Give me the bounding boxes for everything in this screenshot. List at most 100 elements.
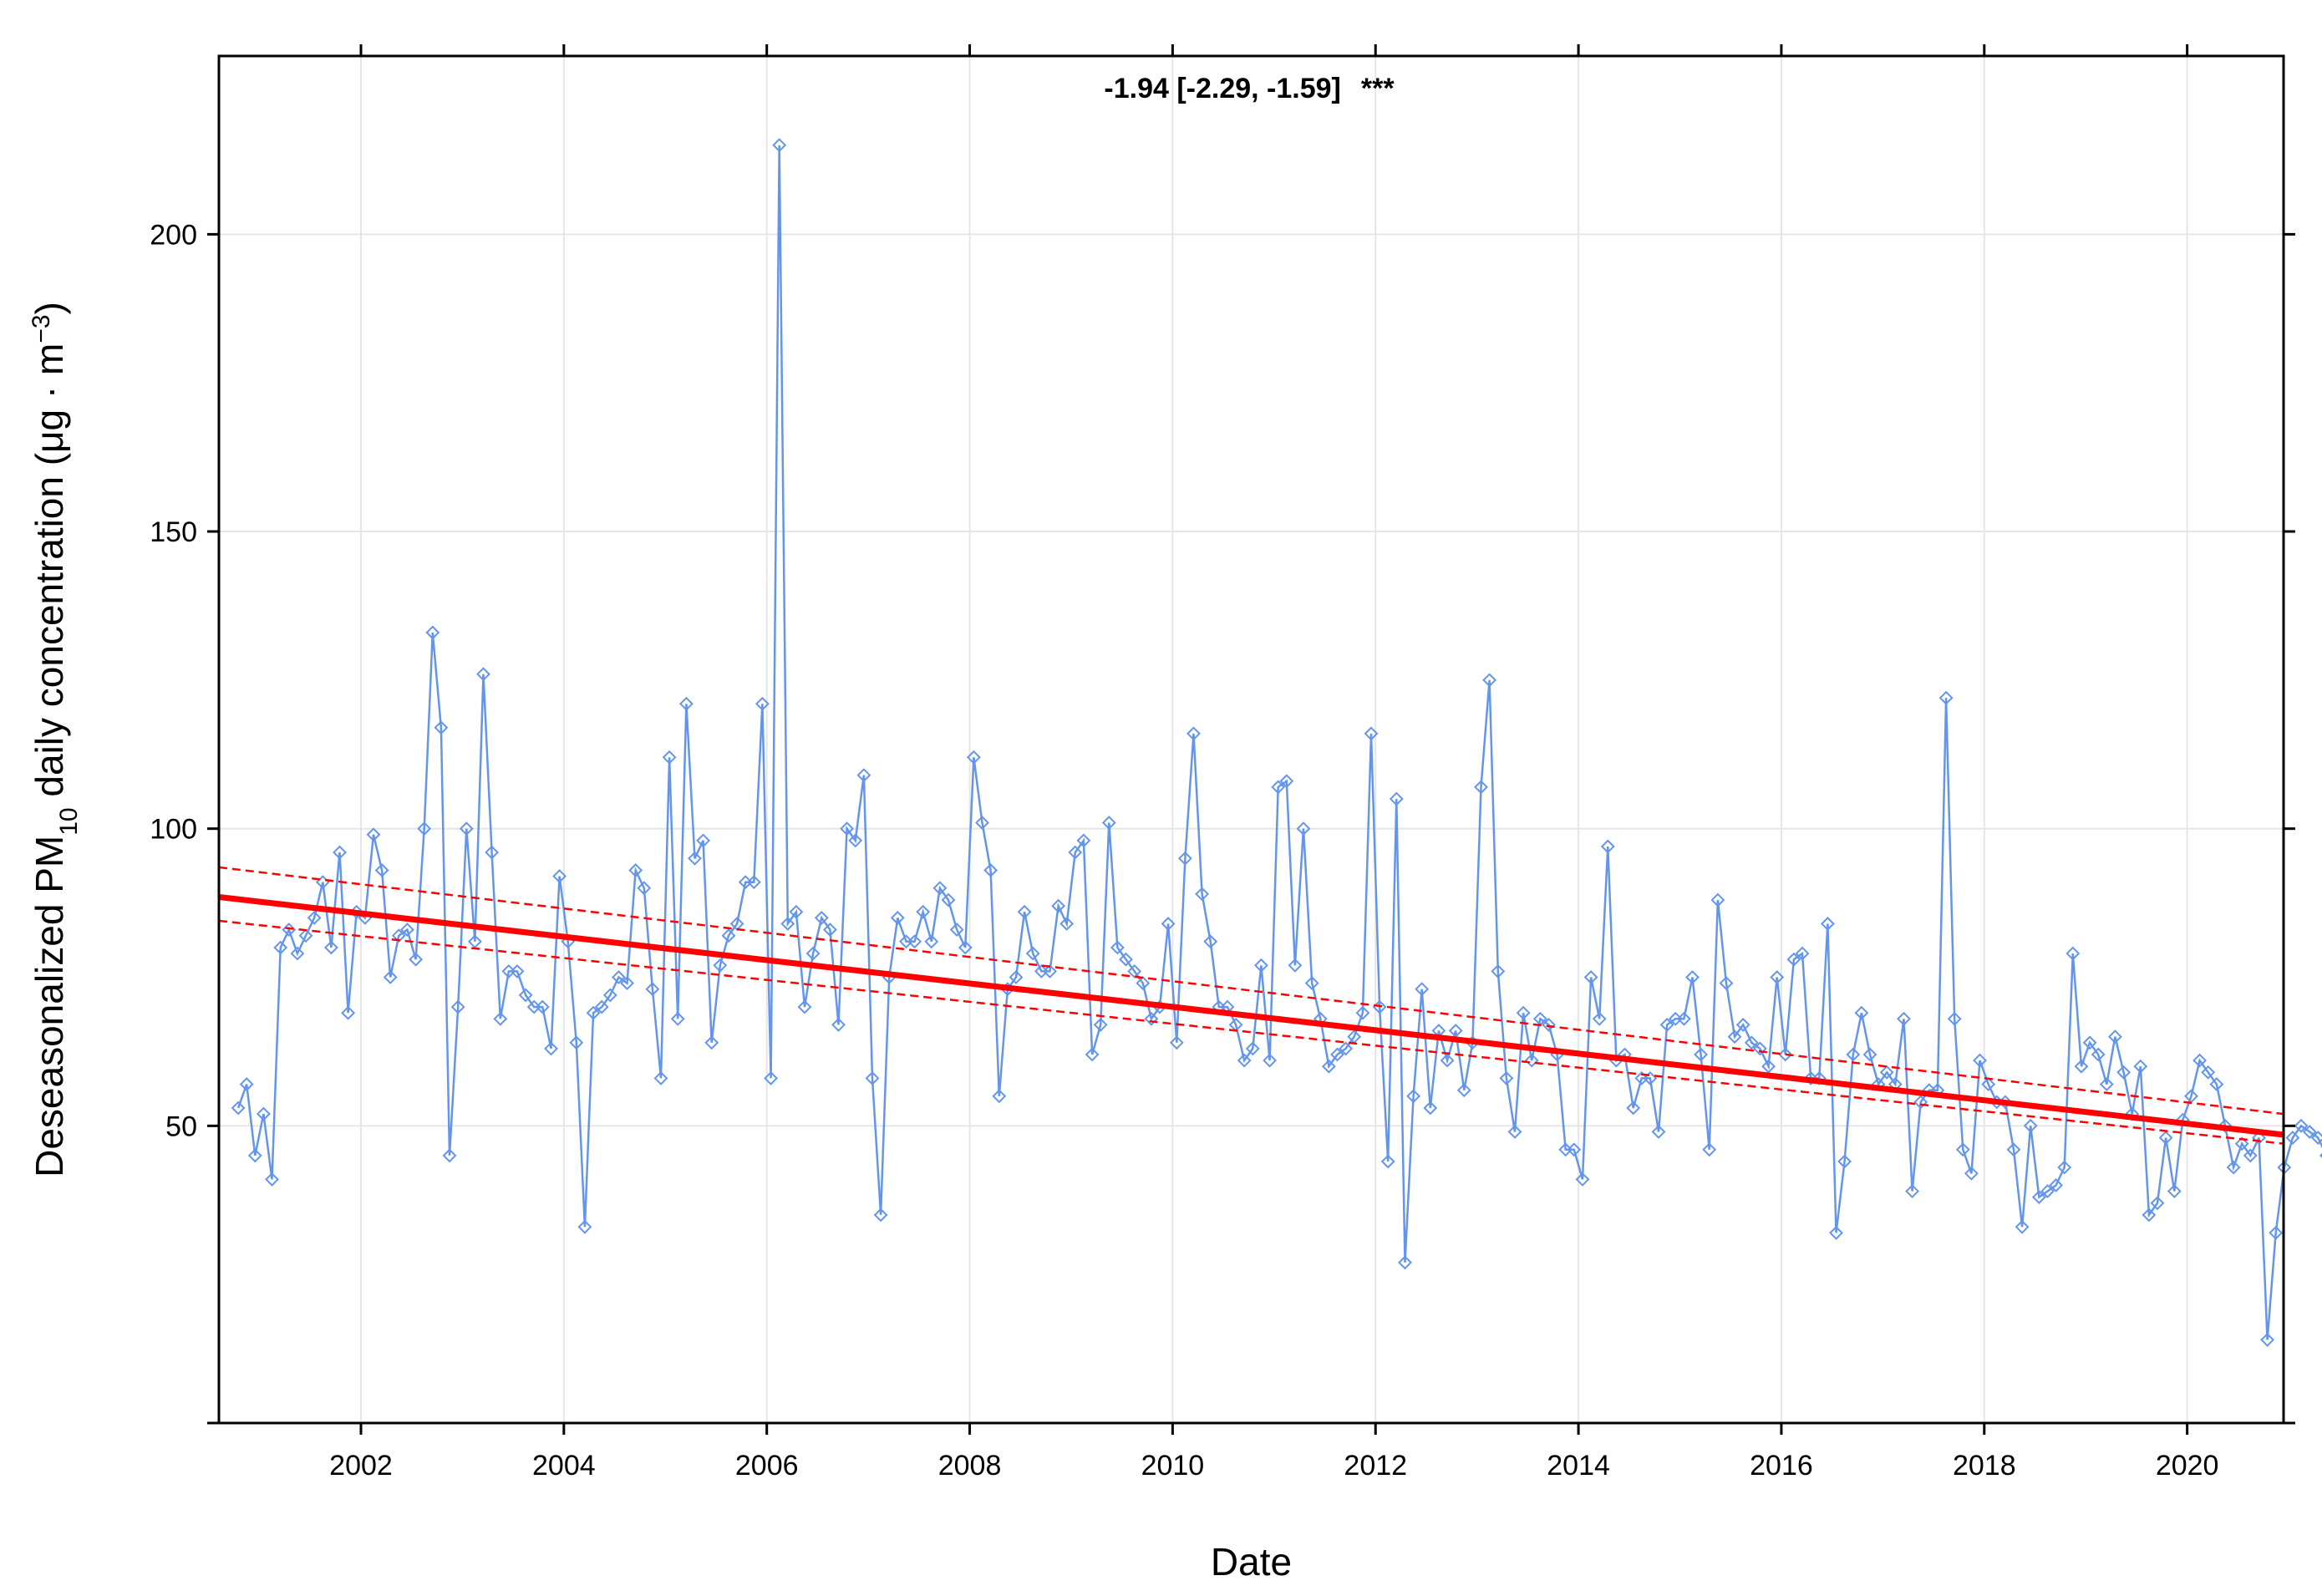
- data-point: [1499, 1070, 1514, 1085]
- data-point: [1423, 1100, 1438, 1116]
- data-point: [1567, 1142, 1582, 1157]
- x-tick-label: 2014: [1547, 1450, 1610, 1482]
- data-point: [1203, 934, 1218, 949]
- data-point: [1854, 1005, 1869, 1020]
- y-axis-title: Deseasonalized PM10 daily concentration …: [28, 302, 83, 1177]
- data-point: [653, 1070, 668, 1085]
- trend-lower-bound: [218, 919, 2284, 1145]
- data-point: [620, 976, 634, 991]
- data-point: [535, 999, 550, 1014]
- data-point: [670, 1011, 685, 1026]
- data-point: [239, 1077, 254, 1092]
- data-point: [544, 1041, 558, 1056]
- data-point: [1288, 958, 1303, 973]
- data-point: [2201, 1065, 2216, 1080]
- data-point: [1778, 1047, 1793, 1062]
- data-point: [713, 958, 728, 973]
- x-tick-label: 2020: [2156, 1450, 2219, 1482]
- data-point: [493, 1011, 508, 1026]
- data-point: [611, 970, 626, 984]
- data-point: [916, 904, 931, 919]
- data-point: [366, 827, 381, 842]
- data-point: [1169, 1035, 1184, 1050]
- data-point: [2133, 1059, 2148, 1074]
- data-point: [890, 910, 905, 925]
- data-point: [1897, 1011, 1911, 1026]
- data-point: [814, 910, 829, 925]
- data-point: [873, 1207, 888, 1222]
- data-point: [1127, 963, 1142, 978]
- data-point: [2006, 1142, 2021, 1157]
- data-point: [975, 816, 989, 831]
- data-point: [1339, 1041, 1354, 1056]
- data-point: [1752, 1041, 1767, 1056]
- data-point: [333, 845, 347, 860]
- data-point: [983, 863, 998, 877]
- data-point: [2234, 1136, 2249, 1151]
- data-point: [992, 1089, 1007, 1104]
- x-tick-label: 2006: [735, 1450, 799, 1482]
- data-point: [1101, 816, 1116, 831]
- data-point: [1068, 845, 1083, 860]
- data-point: [417, 821, 432, 836]
- data-point: [2116, 1065, 2131, 1080]
- data-point: [688, 851, 702, 866]
- axes: 2002 2004 2006 2008 2010 2012 2014 2016 2018 2020…: [150, 44, 2295, 1482]
- data-point: [1491, 963, 1506, 978]
- data-point: [1474, 780, 1488, 795]
- data-point: [307, 910, 322, 925]
- data-point: [1575, 1172, 1590, 1187]
- data-point: [399, 923, 414, 938]
- data-point: [1947, 1011, 1962, 1026]
- data-point: [2294, 1118, 2309, 1133]
- data-point: [1051, 898, 1066, 913]
- data-point: [1406, 1089, 1421, 1104]
- data-point: [1076, 833, 1091, 848]
- data-point: [1702, 1142, 1717, 1157]
- series-line: [236, 145, 2322, 1340]
- data-point: [1913, 1095, 1928, 1110]
- data-point: [1380, 1154, 1395, 1169]
- data-point: [1516, 1005, 1531, 1020]
- data-point: [552, 869, 567, 884]
- data-point: [1829, 1225, 1843, 1240]
- data-point: [941, 892, 956, 907]
- data-point: [966, 750, 981, 765]
- series-pm10: [231, 138, 2322, 1347]
- data-point: [1195, 887, 1210, 902]
- data-point: [476, 667, 490, 682]
- data-point: [645, 982, 660, 997]
- data-point: [1482, 673, 1497, 688]
- x-tick-label: 2018: [1953, 1450, 2016, 1482]
- data-point: [1643, 1070, 1658, 1085]
- data-point: [391, 928, 406, 943]
- data-point: [1279, 774, 1294, 789]
- data-point: [273, 940, 288, 955]
- y-axis-title-pre: Deseasonalized PM: [28, 836, 71, 1177]
- data-point: [256, 1106, 271, 1121]
- data-point: [459, 821, 474, 836]
- data-point: [1600, 839, 1615, 854]
- data-point: [1186, 726, 1201, 741]
- data-point: [1043, 963, 1057, 978]
- data-point: [1389, 791, 1404, 806]
- data-point: [569, 1035, 584, 1050]
- data-point: [2302, 1125, 2317, 1139]
- data-point: [2099, 1077, 2114, 1092]
- trend-lines: [218, 866, 2284, 1145]
- y-tick-label: 50: [165, 1111, 197, 1142]
- data-point: [1507, 1125, 1522, 1139]
- data-point: [434, 720, 449, 735]
- data-point: [907, 934, 922, 949]
- data-point: [2049, 1178, 2064, 1192]
- data-point: [1592, 1011, 1607, 1026]
- trend-annotation: -1.94 [-2.29, -1.59] ***: [1104, 73, 1395, 104]
- data-point: [721, 928, 736, 943]
- data-point: [1770, 970, 1785, 984]
- data-point: [932, 881, 948, 896]
- data-point: [1955, 1142, 1970, 1157]
- data-point: [1085, 1047, 1100, 1062]
- data-point: [797, 999, 812, 1014]
- data-point: [1862, 1047, 1877, 1062]
- data-point: [1659, 1017, 1674, 1032]
